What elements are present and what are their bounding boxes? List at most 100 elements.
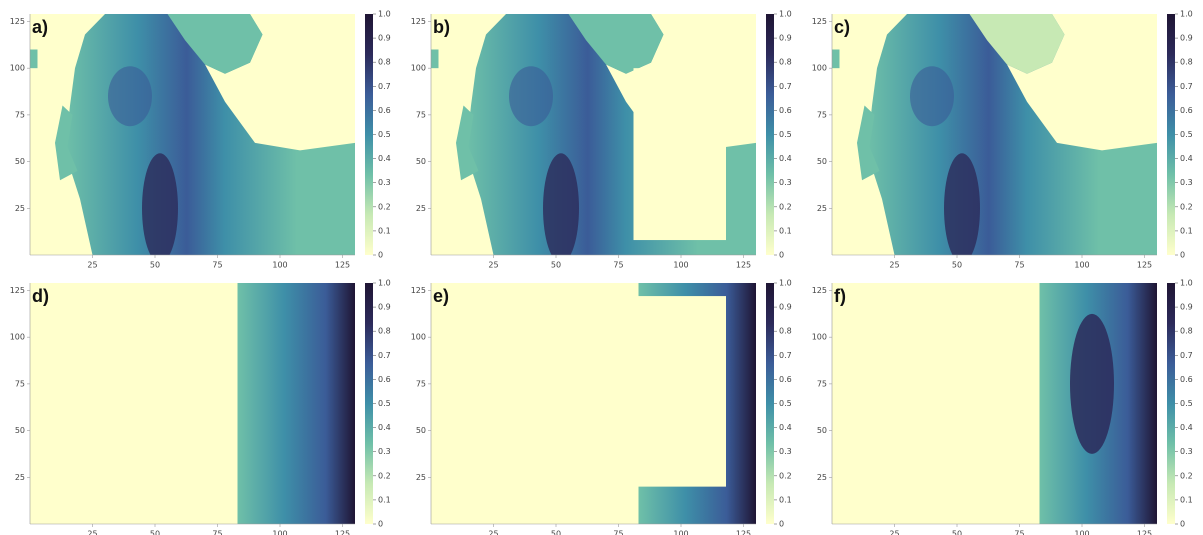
colorbar (365, 14, 373, 255)
heatmap-panel: 25 50 75 100 125 25 50 75 100 125 c) 0 0.1 0.2 0.3 0.4 0… (812, 10, 1193, 270)
colorbar-tick-label: 0.2 (779, 202, 792, 211)
x-tick-label: 100 (673, 530, 688, 535)
colorbar-tick-label: 0.1 (378, 495, 391, 504)
masked-region (636, 296, 726, 487)
colorbar-tick-label: 0.2 (1180, 202, 1193, 211)
panel-label: d) (32, 286, 49, 306)
colorbar-tick-label: 0.6 (1180, 106, 1193, 115)
field-coast (857, 105, 880, 181)
colorbar-tick-label: 1.0 (1180, 10, 1193, 19)
colorbar-tick-label: 0.2 (378, 471, 391, 480)
colorbar-tick-label: 1.0 (779, 10, 792, 19)
colorbar-tick-label: 0 (378, 251, 383, 260)
field-core (108, 66, 152, 127)
colorbar (766, 14, 774, 255)
heatmap-panel: 25 50 75 100 125 25 50 75 100 125 f) 0 0.1 0.2 0.3 0.4 0… (812, 279, 1193, 535)
y-tick-label: 125 (10, 17, 25, 26)
x-tick-label: 50 (551, 261, 561, 270)
heatmap-field (30, 14, 355, 255)
colorbar-tick-label: 0.8 (779, 58, 792, 67)
colorbar-tick-label: 0.4 (779, 423, 792, 432)
y-tick-label: 75 (817, 379, 827, 388)
x-tick-label: 125 (335, 530, 350, 535)
colorbar-tick-label: 0 (1180, 520, 1185, 529)
field-region (237, 283, 355, 524)
colorbar-tick-label: 0.9 (378, 34, 391, 43)
field-core (543, 153, 579, 255)
colorbar-tick-label: 0.6 (378, 375, 391, 384)
y-tick-label: 125 (411, 17, 426, 26)
colorbar-tick-label: 0 (779, 520, 784, 529)
colorbar-tick-label: 0.6 (1180, 375, 1193, 384)
x-tick-label: 75 (613, 530, 623, 535)
heatmap-panel: 25 50 75 100 125 25 50 75 100 125 b) 0 0.1 0.2 0.3 0.4 0… (411, 10, 792, 270)
colorbar-tick-label: 0 (779, 251, 784, 260)
x-tick-label: 75 (1014, 261, 1024, 270)
colorbar-tick-label: 0.4 (1180, 154, 1193, 163)
y-tick-label: 50 (817, 426, 827, 435)
field-core (1070, 313, 1114, 454)
y-tick-label: 25 (817, 473, 827, 482)
x-tick-label: 125 (1137, 261, 1152, 270)
colorbar-tick-label: 0.5 (1180, 130, 1193, 139)
x-tick-label: 125 (736, 261, 751, 270)
field-core (509, 66, 553, 127)
x-tick-label: 50 (551, 530, 561, 535)
y-tick-label: 75 (416, 110, 426, 119)
colorbar-tick-label: 0.7 (779, 82, 792, 91)
y-tick-label: 50 (15, 157, 25, 166)
y-tick-label: 100 (10, 333, 25, 342)
y-tick-label: 100 (812, 64, 827, 73)
colorbar-tick-label: 0.9 (779, 303, 792, 312)
colorbar-tick-label: 0.7 (378, 82, 391, 91)
y-tick-label: 75 (15, 110, 25, 119)
y-tick-label: 75 (817, 110, 827, 119)
x-tick-label: 50 (952, 261, 962, 270)
colorbar-tick-label: 0.6 (779, 375, 792, 384)
colorbar-tick-label: 0.8 (1180, 58, 1193, 67)
colorbar-tick-label: 0.9 (378, 303, 391, 312)
heatmap-panel: 25 50 75 100 125 25 50 75 100 125 d) 0 0.1 0.2 0.3 0.4 0… (10, 279, 391, 535)
x-tick-label: 75 (212, 261, 222, 270)
colorbar-tick-label: 0.3 (378, 447, 391, 456)
colorbar-tick-label: 0.5 (1180, 399, 1193, 408)
colorbar-tick-label: 0.6 (378, 106, 391, 115)
x-tick-label: 25 (87, 261, 97, 270)
x-tick-label: 25 (488, 261, 498, 270)
heatmap-panel: 25 50 75 100 125 25 50 75 100 125 a) 0 0.1 0.2 0.3 0.4 0… (10, 10, 391, 270)
y-tick-label: 100 (812, 333, 827, 342)
masked-region (633, 68, 726, 241)
x-tick-label: 50 (150, 261, 160, 270)
colorbar-tick-label: 0.1 (378, 226, 391, 235)
y-tick-label: 25 (15, 473, 25, 482)
colorbar-tick-label: 1.0 (1180, 279, 1193, 288)
colorbar-tick-label: 0.5 (378, 130, 391, 139)
y-tick-label: 125 (10, 286, 25, 295)
colorbar (1167, 283, 1175, 524)
colorbar-tick-label: 0.1 (779, 495, 792, 504)
y-tick-label: 25 (416, 473, 426, 482)
y-tick-label: 25 (15, 204, 25, 213)
y-tick-label: 75 (416, 379, 426, 388)
colorbar-tick-label: 0.4 (378, 154, 391, 163)
field-coast (55, 105, 78, 181)
panel-label: b) (433, 17, 450, 37)
x-tick-label: 50 (952, 530, 962, 535)
colorbar-tick-label: 0.7 (779, 351, 792, 360)
colorbar-tick-label: 0.1 (1180, 226, 1193, 235)
x-tick-label: 100 (673, 261, 688, 270)
y-tick-label: 125 (411, 286, 426, 295)
x-tick-label: 50 (150, 530, 160, 535)
panel-label: c) (834, 17, 850, 37)
y-tick-label: 100 (10, 64, 25, 73)
panel-label: f) (834, 286, 846, 306)
field-light (167, 14, 263, 74)
colorbar (365, 283, 373, 524)
colorbar (1167, 14, 1175, 255)
colorbar-tick-label: 0.9 (779, 34, 792, 43)
colorbar-tick-label: 0.8 (1180, 327, 1193, 336)
colorbar-tick-label: 0.3 (1180, 178, 1193, 187)
x-tick-label: 25 (488, 530, 498, 535)
colorbar-tick-label: 1.0 (378, 279, 391, 288)
